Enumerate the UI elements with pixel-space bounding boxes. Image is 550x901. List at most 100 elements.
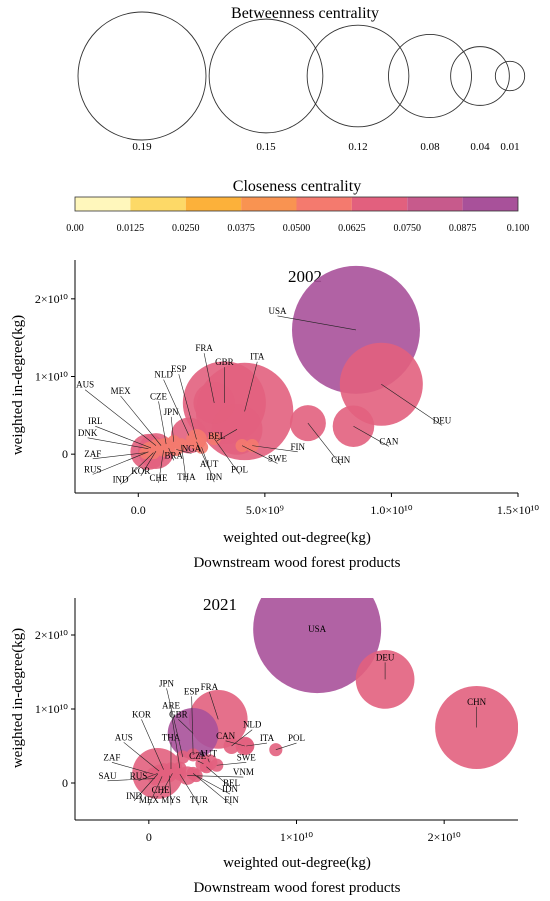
bubble-label: NLD — [154, 370, 173, 380]
legend-size-circle — [306, 24, 410, 128]
bubble-label: DEU — [376, 652, 395, 662]
bubble-label: NLD — [243, 720, 262, 730]
bubble-label: ITA — [250, 352, 265, 362]
leader-line — [168, 447, 175, 461]
leader-line — [120, 452, 154, 485]
bubble-label: AUS — [115, 732, 133, 742]
leader-line — [244, 361, 258, 412]
bubble-label: USA — [269, 306, 288, 316]
bubble-label: IDN — [206, 472, 222, 482]
bubble-label: IDN — [222, 784, 238, 794]
leader-line — [107, 778, 155, 782]
bubble-label: ZAF — [103, 752, 120, 762]
scatter-panel-2021: 2021 weighted out-degree(kg) Downstream … — [10, 595, 518, 896]
bubble-label: USA — [308, 624, 327, 634]
legend-size-label: 0.08 — [420, 141, 440, 153]
leader-line — [176, 449, 192, 454]
bubble-label: POL — [288, 733, 305, 743]
legend-size-circle — [494, 60, 526, 92]
bubble-label: SAU — [98, 771, 117, 781]
bubble-label: BRA — [164, 450, 183, 460]
legend-size-label: 0.01 — [500, 141, 519, 153]
closeness-legend: Closeness centrality 0.00 0.0125 0.0250 0.0… — [66, 178, 529, 234]
leader-line — [163, 379, 190, 436]
bubble-label: FIN — [224, 795, 239, 805]
bubbles — [132, 598, 518, 799]
bubble-label: THA — [177, 472, 196, 482]
legend-size-label: 0.12 — [348, 141, 367, 153]
leader-line — [246, 742, 268, 747]
leader-line — [158, 450, 164, 483]
leader-line — [201, 447, 215, 483]
leader-line — [307, 422, 342, 466]
bubble-label: CZE — [189, 751, 207, 761]
bubble-label: CAN — [379, 436, 399, 446]
leader-line — [92, 452, 146, 460]
leader-line — [209, 691, 219, 720]
leader-line — [140, 450, 157, 477]
leader-line — [178, 374, 197, 440]
leader-line — [148, 776, 163, 806]
bubble-label: CHN — [467, 697, 487, 707]
x-axis-label: weighted out-degree(kg) — [223, 855, 371, 871]
x-tick-label: 5.0×10⁹ — [246, 503, 284, 517]
bubble-label: MEX — [139, 795, 160, 805]
leader-line — [170, 416, 175, 442]
colorbar-tick-label: 0.0750 — [394, 223, 422, 234]
leader-line — [84, 389, 157, 446]
bubble-label: JPN — [159, 678, 175, 688]
leader-line — [179, 773, 200, 806]
leader-line — [381, 384, 443, 426]
bubble-label: VNM — [233, 767, 254, 777]
legend-size-circle — [388, 34, 472, 118]
leader-line — [123, 742, 160, 772]
colorbar-segment — [462, 197, 518, 211]
y-tick-label: 0 — [62, 776, 68, 790]
leader-line — [277, 315, 357, 331]
leader-line — [192, 773, 232, 806]
betweenness-legend: Betweenness centrality 0.19 0.15 0.12 0.08 0… — [77, 5, 526, 153]
x-tick-label: 2×10¹⁰ — [428, 830, 461, 844]
bubble-label: RUS — [130, 771, 148, 781]
panel-title: 2021 — [203, 595, 237, 614]
panel-title: 2002 — [288, 267, 322, 286]
plot-area: 0 1×10¹⁰ 2×10¹⁰ 0 1×10¹⁰ 2×10¹⁰ USA DEU CHN FRA GB… — [35, 598, 518, 844]
leader-line — [166, 688, 184, 758]
leader-line — [111, 761, 154, 775]
bubble-label: CHN — [331, 455, 351, 465]
bubble-label: JPN — [164, 407, 180, 417]
legend-size-circle — [77, 11, 207, 141]
y-tick-label: 1×10¹⁰ — [35, 370, 68, 384]
bubble-label: GBR — [215, 357, 234, 367]
bubble-label: IND — [113, 474, 129, 484]
betweenness-legend-title: Betweenness centrality — [231, 5, 379, 22]
leader-line — [195, 775, 231, 795]
colorbar-tick-label: 0.0250 — [172, 223, 200, 234]
leader-line — [213, 438, 240, 475]
bubble-label: GBR — [169, 709, 188, 719]
colorbar-segment — [407, 197, 463, 211]
y-axis-label: weighted in-degree(kg) — [10, 315, 26, 455]
scatter-panel-2002: 2002 weighted out-degree(kg) Downstream … — [10, 260, 539, 571]
colorbar-frame — [74, 196, 519, 212]
leader-line — [216, 429, 238, 442]
leader-line — [95, 425, 152, 449]
x-tick-label: 0.0 — [131, 503, 146, 517]
bubble-label: DNK — [78, 428, 98, 438]
bubble-label: SWE — [268, 453, 288, 463]
leader-line — [207, 758, 210, 763]
bubble-label: ESP — [171, 364, 187, 374]
colorbar-segment — [351, 197, 408, 211]
bubble-idn — [195, 440, 209, 454]
bubble-label: BEL — [223, 778, 240, 788]
leader-line — [141, 719, 164, 770]
bubble-label: CAN — [216, 731, 236, 741]
leader-line — [196, 441, 210, 470]
leader-line — [170, 710, 181, 769]
x-axis-label: weighted out-degree(kg) — [223, 530, 371, 546]
x-tick-label: 1×10¹⁰ — [280, 830, 313, 844]
colorbar-segment — [241, 197, 297, 211]
